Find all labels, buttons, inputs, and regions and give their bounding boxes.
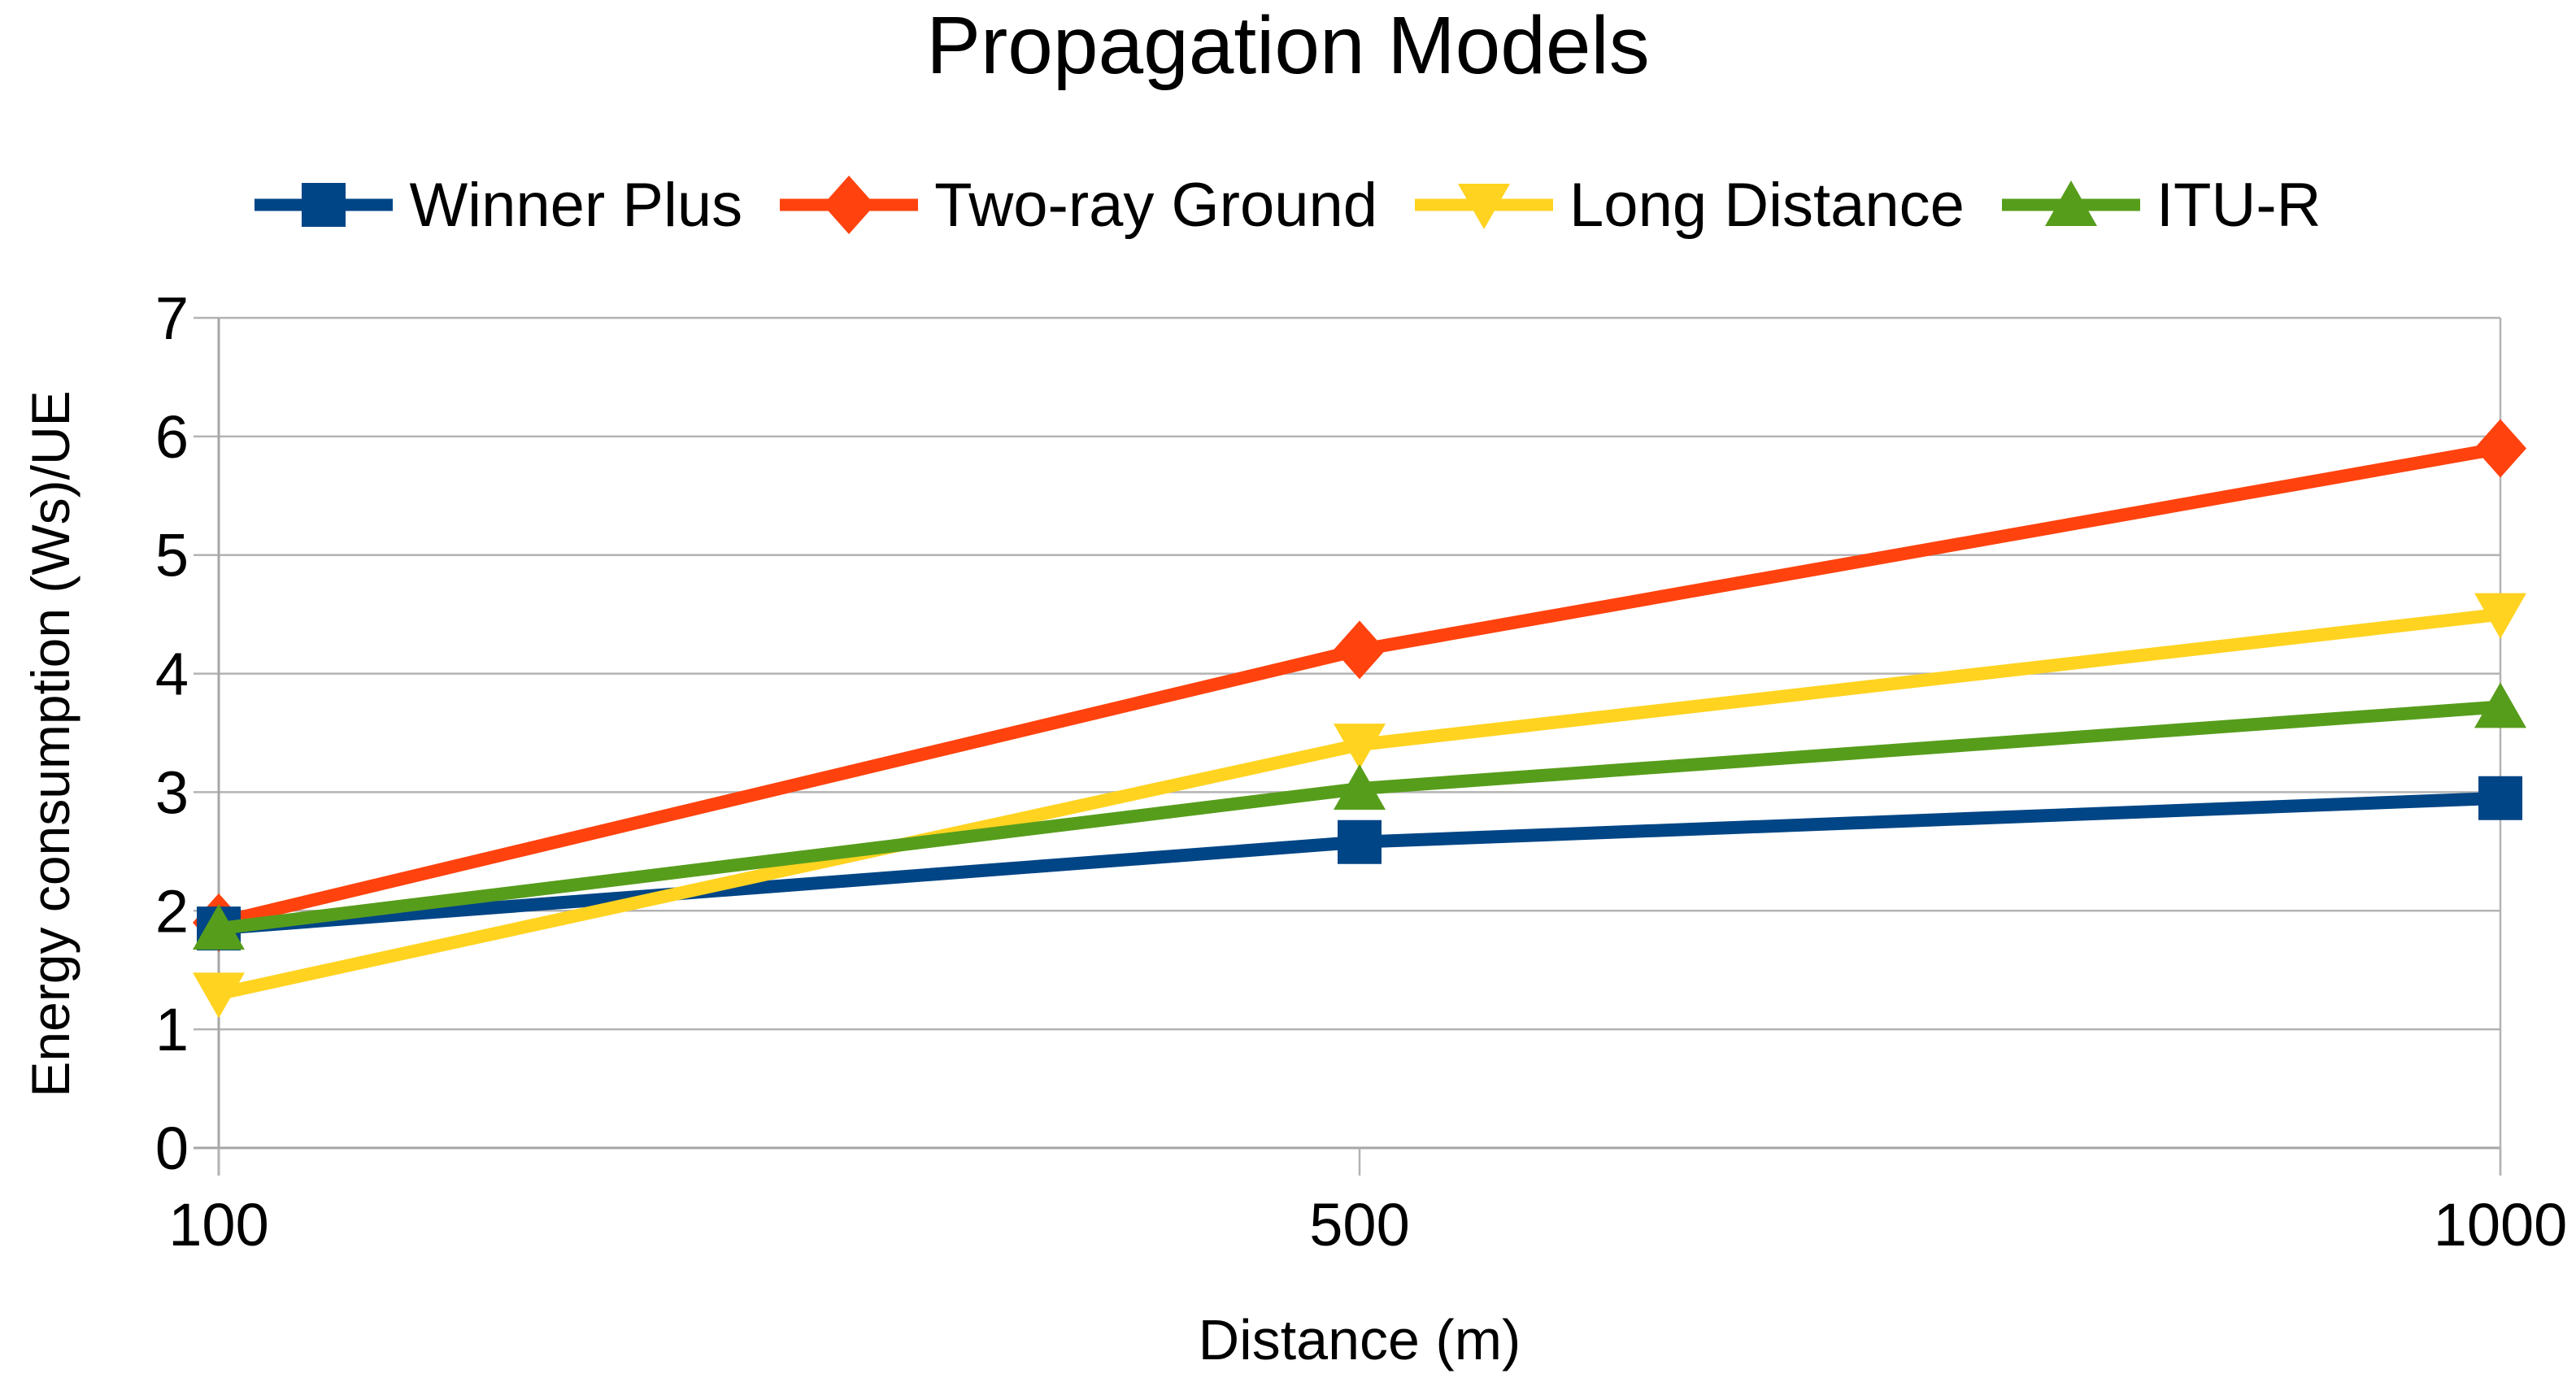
legend-marker-icon-triangle-up (2001, 180, 2140, 226)
y-tick-label: 2 (155, 877, 189, 945)
legend-marker (1458, 184, 1511, 229)
legend-marker-icon-diamond (780, 176, 919, 234)
legend-marker-icon-triangle-down (1415, 184, 1554, 229)
y-tick-label: 4 (155, 641, 189, 708)
data-point-marker-triangle-up (2474, 682, 2526, 728)
legend: Winner Plus Two-ray Ground Long Distance… (0, 163, 2576, 247)
y-tick-label: 0 (155, 1115, 189, 1182)
data-point-marker-triangle-down (193, 972, 245, 1019)
x-tick-label: 1000 (2434, 1191, 2568, 1258)
legend-label: Two-ray Ground (934, 170, 1378, 240)
y-axis-title: Energy consumption (Ws)/UE (20, 390, 80, 1098)
data-point-marker-triangle-up (193, 904, 245, 950)
y-tick-label: 1 (155, 996, 189, 1063)
legend-item-itu-r: ITU-R (2001, 168, 2321, 241)
legend-label: ITU-R (2156, 170, 2321, 240)
data-point-marker-diamond (1334, 620, 1386, 680)
data-point-marker-triangle-down (1334, 724, 1386, 770)
legend-marker (302, 183, 346, 227)
y-tick-label: 6 (155, 403, 189, 471)
legend-label: Long Distance (1569, 170, 1965, 240)
x-tick-label: 500 (1309, 1191, 1409, 1258)
legend-item-long-distance: Long Distance (1415, 168, 1965, 241)
y-tick-label: 7 (155, 285, 189, 352)
data-point-marker-triangle-up (1334, 764, 1386, 811)
y-tick-label: 3 (155, 759, 189, 826)
y-tick-label: 5 (155, 522, 189, 589)
data-point-marker-diamond (2474, 419, 2526, 478)
x-tick-label: 100 (168, 1191, 268, 1258)
legend-item-winner-plus: Winner Plus (255, 168, 742, 241)
x-axis-title: Distance (m) (1198, 1308, 1521, 1371)
legend-marker-icon-square (255, 183, 394, 227)
chart-title: Propagation Models (926, 0, 1650, 91)
legend-item-two-ray-ground: Two-ray Ground (780, 168, 1377, 241)
data-point-marker-square (1338, 819, 1382, 864)
legend-label: Winner Plus (409, 170, 743, 240)
data-point-marker-square (2478, 776, 2522, 820)
data-point-marker-triangle-down (2474, 593, 2526, 639)
legend-marker (823, 176, 876, 234)
legend-marker (2044, 180, 2097, 226)
